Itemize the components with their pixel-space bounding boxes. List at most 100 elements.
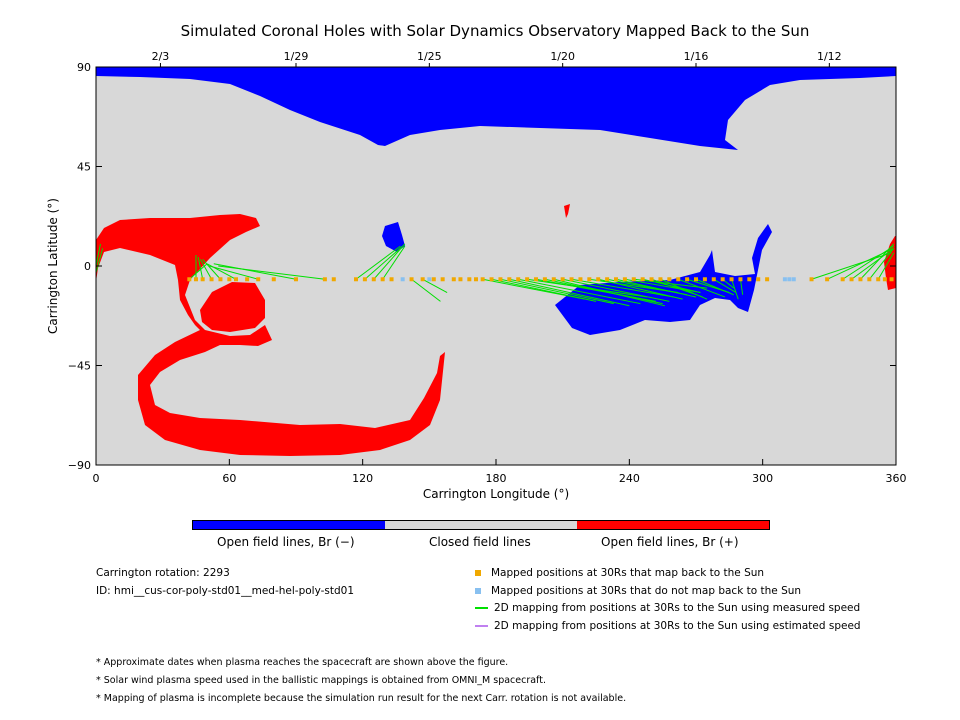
mapped-position-point: [649, 277, 654, 282]
mapped-position-point: [825, 277, 830, 282]
coronal-hole-north: [96, 67, 896, 150]
measured-mapping-line: [209, 265, 259, 280]
measured-mapping-line: [213, 263, 297, 280]
mapped-position-point: [747, 277, 752, 282]
legend-estimated-swatch: [475, 625, 488, 627]
mapped-position-point: [507, 277, 512, 282]
unmapped-position-point: [427, 277, 432, 282]
chart-title: Simulated Coronal Holes with Solar Dynam…: [180, 22, 810, 40]
closed-field-region: [96, 67, 896, 465]
mapped-position-point: [658, 277, 663, 282]
mapped-position-point: [631, 277, 636, 282]
axis-tick-labels: 0 60 120 180 240 300 360 90 45 0 −45 −90 2/3 1/29 1/25…: [68, 50, 907, 485]
legend-measured: 2D mapping from positions at 30Rs to the…: [475, 602, 860, 614]
measured-mapping-line: [491, 278, 597, 302]
mapped-position-point: [362, 277, 367, 282]
x-tick-label: 240: [619, 472, 640, 485]
mapped-position-point: [560, 277, 565, 282]
legend-not-mapped-swatch: [475, 588, 481, 594]
mapped-position-point: [756, 277, 761, 282]
mapped-position-point: [451, 277, 456, 282]
mapped-position-point: [331, 277, 336, 282]
measured-mapping-line: [197, 257, 204, 280]
mapped-position-point: [614, 277, 618, 282]
measured-mapping-line: [868, 248, 895, 280]
mapped-position-point: [720, 277, 725, 282]
measured-mapping-line: [877, 252, 895, 280]
measured-mapping-line: [500, 278, 614, 305]
mapped-position-point: [840, 277, 845, 282]
mapped-position-point: [389, 277, 394, 282]
y-tick-label: 45: [77, 161, 91, 174]
mapped-position-point: [467, 277, 472, 282]
mapped-position-point: [596, 277, 601, 282]
mapped-position-point: [882, 277, 887, 282]
legend-mapped-swatch: [475, 570, 481, 576]
top-date-label: 1/29: [284, 50, 309, 63]
mapped-position-point: [667, 277, 672, 282]
mapped-position-point: [431, 277, 436, 282]
colorbar-label-negative: Open field lines, Br (−): [217, 535, 355, 549]
carrington-rotation: Carrington rotation: 2293: [96, 567, 230, 579]
mapped-position-point: [569, 277, 574, 282]
x-tick-label: 120: [352, 472, 373, 485]
top-date-label: 1/20: [550, 50, 575, 63]
colorbar-label-closed: Closed field lines: [429, 535, 531, 549]
unmapped-position-point: [400, 277, 405, 282]
mapped-position-point: [889, 277, 894, 282]
measured-mapping-line: [660, 278, 708, 300]
mapped-position-point: [218, 277, 223, 282]
mapped-position-point: [858, 277, 863, 282]
note-incomplete: * Mapping of plasma is incomplete becaus…: [96, 693, 627, 704]
y-tick-label: −45: [68, 360, 91, 373]
legend-estimated-label: 2D mapping from positions at 30Rs to the…: [494, 620, 861, 632]
mapped-position-point: [876, 277, 881, 282]
measured-mapping-line: [678, 278, 726, 298]
measured-mapping-line: [842, 245, 895, 280]
mapped-position-point: [474, 277, 478, 282]
mapped-position-point: [256, 277, 261, 282]
x-axis-label: Carrington Longitude (°): [423, 487, 569, 501]
legend-measured-swatch: [475, 607, 488, 609]
top-date-label: 2/3: [152, 50, 170, 63]
measured-mapping-line: [382, 245, 406, 280]
mapping-lines-group: [95, 243, 895, 307]
mapped-position-point: [245, 277, 250, 282]
measured-mapping-line: [571, 278, 674, 298]
coronal-hole-equatorial: [555, 224, 772, 335]
y-tick-label: 0: [84, 260, 91, 273]
y-tick-label: 90: [77, 61, 91, 74]
mapped-position-point: [605, 277, 610, 282]
measured-mapping-line: [695, 278, 734, 296]
mapped-position-point: [765, 277, 770, 282]
axis-ticks: [95, 63, 897, 466]
legend-estimated: 2D mapping from positions at 30Rs to the…: [475, 620, 861, 632]
measured-mapping-line: [202, 259, 221, 280]
legend-mapped-label: Mapped positions at 30Rs that map back t…: [491, 567, 765, 579]
measured-mapping-line: [731, 279, 739, 300]
mapped-position-point: [685, 277, 690, 282]
measured-mapping-line: [95, 248, 104, 273]
mapped-position-point: [194, 277, 198, 282]
mapped-position-point: [480, 277, 485, 282]
note-omni: * Solar wind plasma speed used in the ba…: [96, 675, 546, 686]
legend-measured-label: 2D mapping from positions at 30Rs to the…: [494, 602, 861, 614]
mapped-position-point: [516, 277, 521, 282]
mapped-position-point: [867, 277, 872, 282]
legend-not-mapped: Mapped positions at 30Rs that do not map…: [475, 585, 801, 597]
mapped-position-point: [322, 277, 327, 282]
mapped-position-point: [440, 277, 445, 282]
mapped-position-point: [409, 277, 414, 282]
mapped-position-point: [458, 277, 463, 282]
x-tick-label: 60: [222, 472, 236, 485]
mapped-position-point: [542, 277, 547, 282]
measured-mapping-line: [518, 278, 641, 305]
colorbar-label-positive: Open field lines, Br (+): [601, 535, 739, 549]
mapped-position-point: [702, 277, 707, 282]
mapped-position-point: [534, 277, 538, 282]
legend-mapped: Mapped positions at 30Rs that map back t…: [475, 567, 764, 579]
colorbar-open-negative: [193, 521, 385, 529]
mapped-position-point: [551, 277, 556, 282]
mapping-points-group: [187, 277, 894, 282]
mapped-position-point: [489, 277, 494, 282]
